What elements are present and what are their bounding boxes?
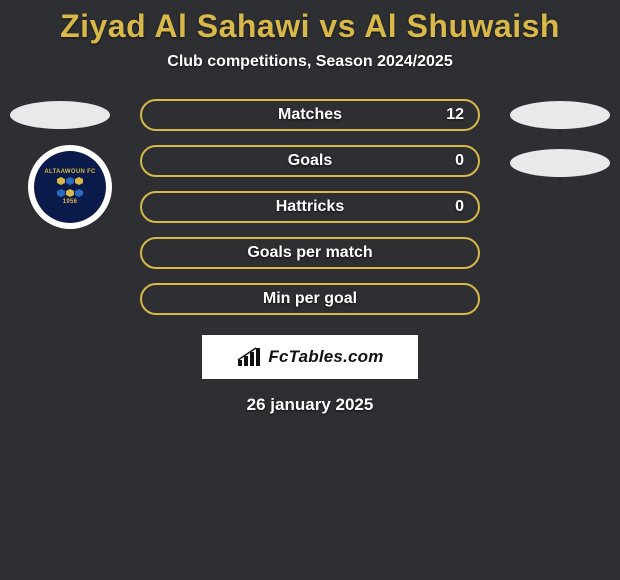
page-title: Ziyad Al Sahawi vs Al Shuwaish xyxy=(60,8,560,45)
stat-value-right: 0 xyxy=(455,198,464,216)
stat-bar-matches: Matches 12 xyxy=(140,99,480,131)
comparison-card: Ziyad Al Sahawi vs Al Shuwaish Club comp… xyxy=(0,0,620,415)
stat-value-right: 12 xyxy=(446,106,464,124)
stat-row: Goals per match xyxy=(0,237,620,269)
stat-value-right: 0 xyxy=(455,152,464,170)
stat-label: Min per goal xyxy=(263,290,357,308)
club-badge-text-top: ALTAAWOUN FC xyxy=(44,169,95,175)
club-badge-icon xyxy=(57,177,83,185)
player-left-avatar-placeholder xyxy=(10,101,110,129)
stat-bar-goals-per-match: Goals per match xyxy=(140,237,480,269)
player-right-avatar-placeholder xyxy=(510,149,610,177)
stat-row: ALTAAWOUN FC 1956 Goals 0 xyxy=(0,145,620,177)
player-right-avatar-placeholder xyxy=(510,101,610,129)
stat-label: Goals per match xyxy=(247,244,372,262)
date-label: 26 january 2025 xyxy=(247,395,374,415)
stat-label: Matches xyxy=(278,106,342,124)
stat-label: Hattricks xyxy=(276,198,344,216)
stat-bar-min-per-goal: Min per goal xyxy=(140,283,480,315)
stat-row: Min per goal xyxy=(0,283,620,315)
stat-label: Goals xyxy=(288,152,332,170)
bar-chart-icon xyxy=(236,346,262,368)
branding-badge: FcTables.com xyxy=(202,335,418,379)
stats-area: Matches 12 ALTAAWOUN FC 1956 xyxy=(0,99,620,329)
branding-text: FcTables.com xyxy=(268,347,383,367)
page-subtitle: Club competitions, Season 2024/2025 xyxy=(167,53,452,71)
stat-bar-hattricks: Hattricks 0 xyxy=(140,191,480,223)
stat-row: Hattricks 0 xyxy=(0,191,620,223)
stat-bar-goals: Goals 0 xyxy=(140,145,480,177)
stat-row: Matches 12 xyxy=(0,99,620,131)
